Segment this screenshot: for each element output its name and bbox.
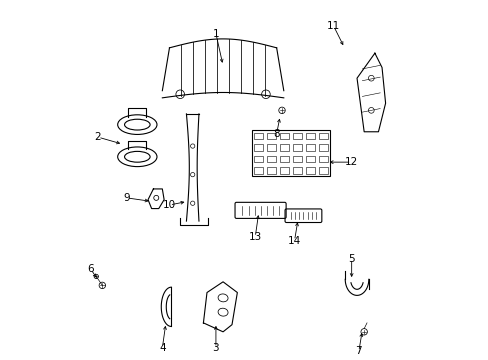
Text: 8: 8	[273, 129, 280, 139]
Bar	[279, 156, 288, 162]
Bar	[292, 144, 302, 150]
Bar	[305, 167, 315, 174]
Text: 12: 12	[345, 157, 358, 167]
Bar	[305, 144, 315, 150]
Text: 11: 11	[326, 21, 340, 31]
Bar	[292, 132, 302, 139]
Text: 3: 3	[212, 343, 219, 353]
Bar	[305, 132, 315, 139]
Bar	[292, 167, 302, 174]
Bar	[266, 167, 275, 174]
Bar	[319, 156, 327, 162]
Bar	[253, 156, 262, 162]
Text: 1: 1	[212, 28, 219, 39]
Bar	[279, 167, 288, 174]
Text: 10: 10	[163, 200, 176, 210]
Bar	[319, 132, 327, 139]
Text: 13: 13	[248, 232, 261, 242]
Bar	[305, 156, 315, 162]
Text: 4: 4	[159, 343, 165, 353]
Bar	[253, 144, 262, 150]
Bar	[266, 156, 275, 162]
Bar	[279, 144, 288, 150]
Text: 9: 9	[123, 193, 130, 203]
Text: 7: 7	[355, 346, 362, 356]
Text: 6: 6	[87, 264, 94, 274]
Text: 2: 2	[95, 132, 101, 142]
Text: 14: 14	[287, 236, 301, 246]
Bar	[292, 156, 302, 162]
Bar	[251, 130, 329, 176]
Bar	[279, 132, 288, 139]
Text: 5: 5	[347, 253, 354, 264]
Bar	[266, 132, 275, 139]
Bar	[319, 167, 327, 174]
Bar	[266, 144, 275, 150]
Bar	[253, 167, 262, 174]
Bar	[253, 132, 262, 139]
Bar	[319, 144, 327, 150]
